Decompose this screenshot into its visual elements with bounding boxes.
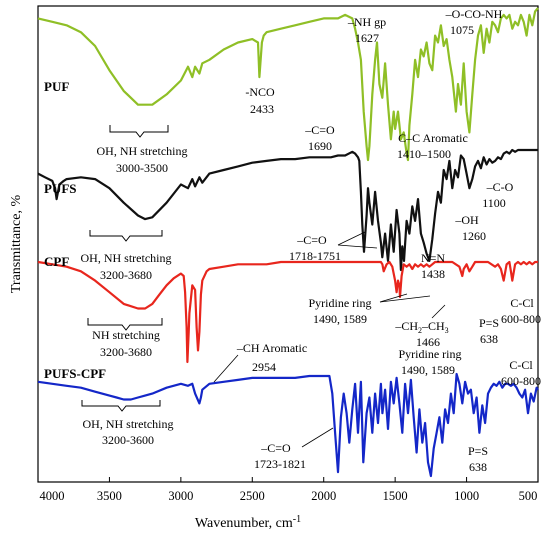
x-tick-label: 1500 [383,489,408,503]
annotation-pc-co-val: 1723-1821 [254,457,306,471]
annotation-pufs-nn: N=N [421,251,445,265]
leader-cpf-pyr-b [379,295,431,303]
x-tick-label: 500 [519,489,538,503]
annotation-cpf-pyr: Pyridine ring [309,296,372,310]
annotation-puf-ococ: –O-CO-NH [445,7,503,21]
leader-pufs-co-b [337,244,378,249]
leader-cpf-pyr-a [379,293,408,303]
annotation-pufs-co2-val: 1100 [482,196,506,210]
annotation-puf-nco: -NCO [245,85,275,99]
annotation-puf-ohnh: OH, NH stretching [97,144,188,158]
annotation-pufs-ohnh: OH, NH stretching [81,251,172,265]
annotation-pc-ccl-val: 600-800 [501,374,541,388]
x-tick-label: 4000 [40,489,65,503]
annotation-pufs-co: –C=O [296,233,327,247]
annotation-cpf-ch-arom-val: 2954 [252,360,276,374]
annotation-cpf-nh: NH stretching [92,328,160,342]
bracket-pc-ohnh [81,400,161,412]
x-tick-label: 2500 [240,489,265,503]
leader-cpf-ch-arom [213,354,239,383]
annotation-pc-ohnh: OH, NH stretching [83,417,174,431]
annotation-pufs-nn-val: 1438 [421,267,445,281]
annotation-pc-co: –C=O [260,441,291,455]
series-label-puf: PUF [44,79,69,94]
annotation-puf-cc: C–C Aromatic [398,131,468,145]
bracket-cpf-nh [87,318,163,331]
annotation-pufs-oh: –OH [454,213,479,227]
annotation-pufs-co-val: 1718-1751 [289,249,341,263]
annotation-pc-ps: P=S [468,444,488,458]
x-tick-label: 3000 [168,489,193,503]
series-line-cpf [37,260,538,364]
annotation-cpf-pyr-val: 1490, 1589 [313,312,367,326]
leader-cpf-ch2ch3 [431,304,446,319]
annotation-puf-co-val: 1690 [308,139,332,153]
annotation-pufs-co2: –C-O [486,180,514,194]
x-axis-label: Wavenumber, cm-1 [195,514,301,531]
annotation-puf-ococ-val: 1075 [450,23,474,37]
annotation-puf-nco-val: 2433 [250,102,274,116]
annotation-pc-ohnh-val: 3200-3600 [102,433,154,447]
annotation-pc-pyr: Pyridine ring [399,347,462,361]
series-layer [37,7,539,478]
series-label-pufs: PUFS [44,181,77,196]
bracket-puf-ohnh [109,125,169,138]
x-tick-label: 2000 [311,489,336,503]
series-label-cpf: CPF [44,254,69,269]
annotation-pufs-ohnh-val: 3200-3680 [100,268,152,282]
annotation-cpf-ccl-val: 600-800 [501,312,541,326]
series-label-pufs-cpf: PUFS-CPF [44,366,106,381]
annotation-cpf-ps-val: 638 [480,332,498,346]
annotation-cpf-ch2ch3-val: 1466 [416,335,440,349]
annotation-puf-cc-val: 1410–1500 [397,147,451,161]
annotation-cpf-nh-val: 3200-3680 [100,345,152,359]
y-axis-label: Transmittance, % [9,195,24,294]
plot-frame [37,5,539,483]
series-line-pufs [37,148,538,272]
leader-pc-co [301,427,334,448]
annotation-cpf-ch-arom: –CH Aromatic [236,341,307,355]
x-tick-label: 3500 [97,489,122,503]
annotation-cpf-ccl: C-Cl [510,296,534,310]
series-line-puf [37,7,539,162]
x-tick-label: 1000 [454,489,479,503]
annotation-pc-pyr-val: 1490, 1589 [401,363,455,377]
annotation-cpf-ps: P=S [479,316,499,330]
leader-pufs-co-a [337,231,366,246]
annotation-puf-nh-gp: –NH gp [347,15,386,29]
annotation-puf-nh-gp-val: 1627 [355,31,379,45]
annotation-pc-ps-val: 638 [469,460,487,474]
annotation-pc-ccl: C-Cl [509,358,533,372]
annotation-puf-ohnh-val: 3000-3500 [116,161,168,175]
series-line-pufs-cpf [37,372,539,478]
annotation-cpf-ch2ch3: –CH2–CH3 [394,319,448,335]
annotation-pufs-oh-val: 1260 [462,229,486,243]
x-tick-layer: 4000 3500 3000 2500 2000 1500 1000 500 [37,477,539,503]
bracket-pufs-ohnh [89,230,163,242]
annotation-puf-co: –C=O [304,123,335,137]
